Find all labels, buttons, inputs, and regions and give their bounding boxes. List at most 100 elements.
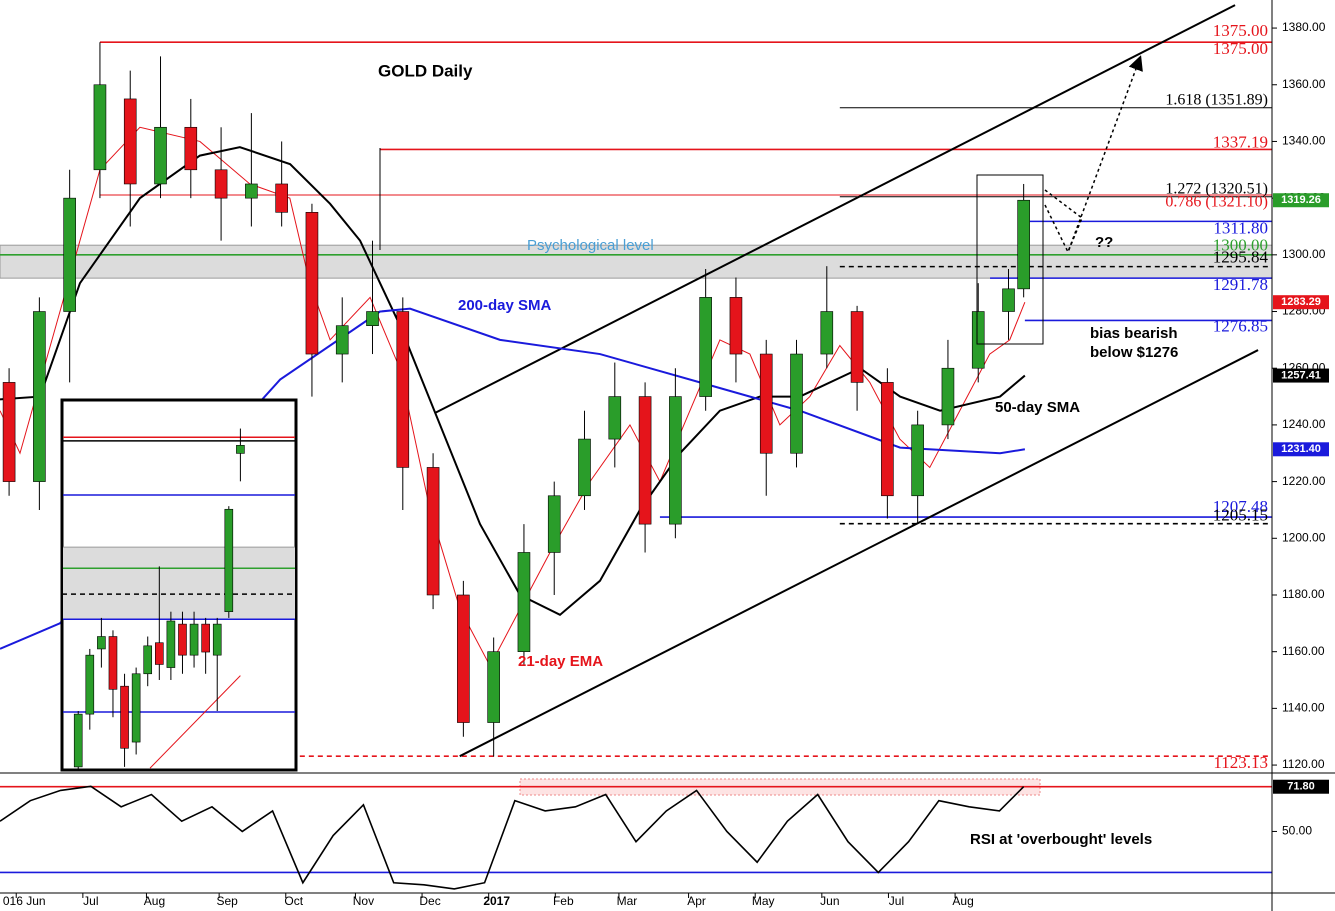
candle-body — [224, 508, 234, 612]
y-tick-label: 1160.00 — [1282, 644, 1325, 658]
candle-body — [941, 367, 955, 426]
trendline — [434, 4, 1236, 414]
price-badge-label: 1319.26 — [1281, 194, 1321, 206]
level-label: 0.786 (1321.10) — [1165, 194, 1268, 211]
level-label: 1276.85 — [1213, 316, 1268, 335]
candle-body — [2, 382, 16, 482]
candle-body — [699, 297, 712, 397]
candle-body — [108, 636, 118, 690]
level-label: 1295.84 — [1213, 248, 1269, 267]
y-tick-label: 1180.00 — [1282, 587, 1325, 601]
candle-body — [214, 169, 228, 199]
y-tick-label: 1200.00 — [1282, 530, 1326, 544]
candle-body — [236, 445, 245, 454]
candle-body — [759, 353, 773, 454]
x-tick-label: Mar — [617, 894, 638, 908]
annotation: ?? — [1095, 234, 1113, 251]
candle-body — [120, 685, 129, 749]
x-tick-label: Feb — [553, 894, 574, 908]
annotation: 200-day SMA — [458, 297, 552, 314]
candle-body — [123, 98, 137, 185]
candle-body — [33, 311, 46, 482]
annotation: RSI at 'overbought' levels — [970, 831, 1152, 848]
x-tick-label: Jul — [889, 894, 904, 908]
candle-body — [638, 396, 652, 525]
candle-body — [73, 713, 83, 768]
annotation: 50-day SMA — [995, 399, 1080, 416]
candle-body — [63, 197, 76, 312]
level-label: 1337.19 — [1213, 132, 1268, 151]
x-tick-label: Aug — [144, 894, 165, 908]
price-badge-label: 1231.40 — [1281, 443, 1321, 455]
level-label: 1205.15 — [1213, 506, 1268, 525]
y-tick-label: 1300.00 — [1282, 247, 1326, 261]
candle-body — [97, 636, 106, 650]
candle-body — [790, 353, 803, 454]
x-tick-label: May — [752, 894, 775, 908]
level-label: 1.272 (1320.51) — [1165, 180, 1268, 197]
level-label: 1375.00 — [1213, 39, 1268, 58]
candle-body — [396, 311, 410, 468]
x-tick-label: Jun — [820, 894, 839, 908]
price-badge — [1273, 295, 1329, 310]
y-tick-label: 50.00 — [1282, 824, 1312, 838]
candle-body — [335, 325, 349, 355]
candle-body — [547, 495, 561, 553]
rsi-panel — [0, 778, 1272, 890]
candle-body — [85, 654, 95, 715]
y-tick-label: 1140.00 — [1282, 701, 1325, 715]
candle-body — [275, 183, 288, 213]
candle-body — [426, 467, 440, 596]
rsi-line — [0, 785, 1025, 890]
candle-body — [1002, 288, 1015, 312]
candle-body — [669, 396, 682, 525]
x-tick-label: Jul — [83, 894, 98, 908]
level-label: 1300.00 — [1213, 236, 1268, 255]
y-tick-label: 1240.00 — [1282, 417, 1326, 431]
candle-body — [166, 620, 176, 668]
candle-body — [729, 297, 743, 355]
level-label: 1311.80 — [1213, 218, 1268, 237]
level-label: 1.618 (1351.89) — [1165, 91, 1268, 108]
psychological-zone — [0, 244, 1272, 279]
candle-body — [184, 126, 198, 171]
price-panel — [0, 4, 1272, 758]
candle-body — [93, 84, 107, 171]
candle-body — [487, 651, 500, 723]
x-tick-label: Oct — [284, 894, 303, 908]
candle-body — [1017, 199, 1030, 290]
candle-body — [517, 552, 531, 652]
price-badge — [1273, 442, 1329, 457]
candle-body — [457, 594, 470, 723]
level-label: 1375.00 — [1213, 21, 1268, 40]
candle-body — [189, 623, 199, 656]
x-tick-label: 2017 — [483, 894, 510, 908]
annotation: Psychological level — [527, 237, 654, 254]
candle-body — [608, 396, 622, 440]
candle-body — [820, 311, 834, 355]
annotation: bias bearish — [1090, 325, 1178, 342]
price-badge-label: 1257.41 — [1281, 369, 1321, 381]
candle-body — [212, 623, 222, 656]
x-tick-label: 016 Jun — [3, 894, 46, 908]
decorations — [379, 55, 1143, 345]
y-tick-label: 1380.00 — [1282, 20, 1326, 34]
price-badge-label: 71.80 — [1287, 781, 1315, 793]
focus-box — [976, 174, 1044, 345]
level-label: 1291.78 — [1213, 275, 1268, 294]
inset-ema — [149, 675, 241, 769]
annotation: 21-day EMA — [518, 653, 603, 670]
x-tick-label: Dec — [419, 894, 440, 908]
price-badge — [1273, 368, 1329, 383]
inset-plot — [63, 428, 295, 769]
x-tick-label: Sep — [216, 894, 238, 908]
candle-body — [155, 642, 164, 665]
y-tick-label: 1220.00 — [1282, 474, 1326, 488]
candle-body — [366, 311, 379, 326]
candle-body — [154, 126, 167, 185]
y-tick-label: 1340.00 — [1282, 134, 1326, 148]
candle-body — [971, 311, 985, 369]
candle-body — [578, 438, 591, 497]
